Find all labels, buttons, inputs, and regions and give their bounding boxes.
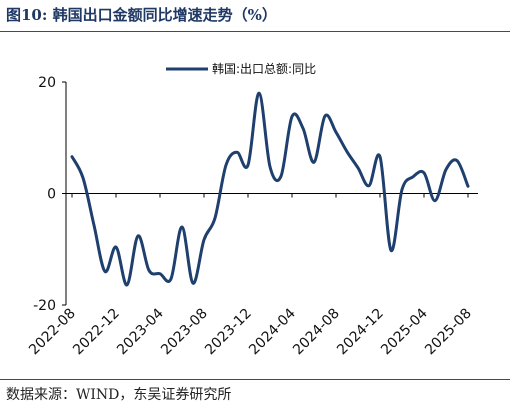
data-point [82,176,85,179]
data-point [434,199,437,202]
x-tick-label: 2024-12 [334,306,387,359]
data-point [280,175,283,178]
data-point [467,185,470,188]
data-point [379,155,382,158]
data-point [71,155,74,158]
data-point [302,127,305,130]
x-tick-label: 2023-04 [114,305,167,358]
source-note: 数据来源：WIND，东吴证券研究所 [6,387,232,403]
data-point [324,115,327,118]
data-point [214,217,217,220]
data-point [181,225,184,228]
data-point [137,234,140,237]
axes [62,81,478,306]
x-tick-label: 2024-08 [290,306,343,359]
data-point [203,238,206,241]
x-tick-label: 2023-12 [202,306,255,359]
y-tick-label: 0 [47,187,56,203]
data-point [247,164,250,167]
data-point [170,277,173,280]
data-point [313,161,316,164]
data-point [159,272,162,275]
y-tick-label: 20 [38,75,56,91]
data-point [258,92,261,95]
data-point [104,270,107,273]
data-point [401,188,404,191]
data-point [390,249,393,252]
data-point [335,131,338,134]
line-chart: 韩国:出口总额:同比 -200202022-082022-122023-0420… [26,61,478,359]
data-point [126,283,129,286]
data-point [148,269,151,272]
legend-label: 韩国:出口总额:同比 [212,61,316,76]
legend: 韩国:出口总额:同比 [166,61,316,76]
x-tick-label: 2024-04 [246,305,299,358]
data-point [225,164,228,167]
data-point [445,168,448,171]
data-point [236,151,239,154]
series-group [70,91,470,287]
data-point [291,115,294,118]
data-point [192,282,195,285]
data-point [93,224,96,227]
data-point [269,165,272,168]
y-tick-label: -20 [33,298,56,314]
x-tick-label: 2023-08 [158,306,211,359]
data-point [115,246,118,249]
data-point [357,166,360,169]
title-divider [0,31,510,32]
data-point [346,150,349,153]
x-tick-label: 2022-12 [70,306,123,359]
x-tick-label: 2025-08 [422,306,475,359]
figure-title: 图10: 韩国出口金额同比增速走势（%） [6,6,277,24]
data-point [412,175,415,178]
source-divider [0,379,510,380]
data-point [368,184,371,187]
x-tick-label: 2025-04 [378,305,431,358]
data-point [456,159,459,162]
data-point [423,171,426,174]
series-line [70,91,470,287]
